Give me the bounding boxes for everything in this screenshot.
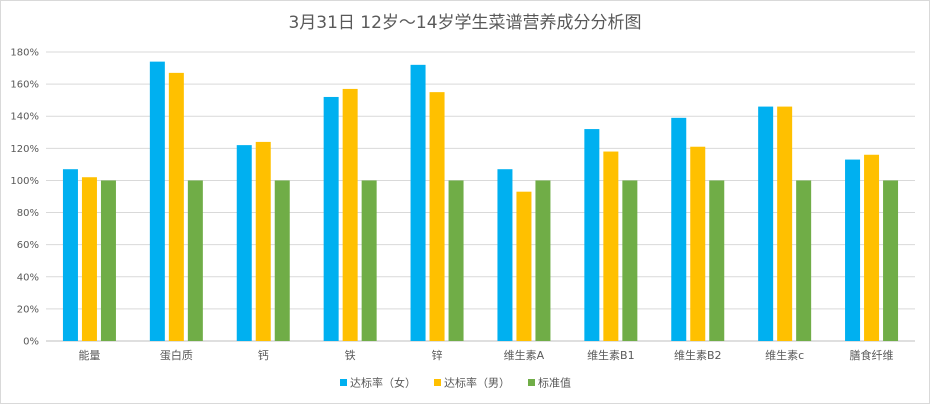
bar-standard xyxy=(796,180,812,341)
bar-female xyxy=(410,64,426,341)
x-tick-label: 维生素B1 xyxy=(587,348,635,362)
y-tick-label: 140% xyxy=(10,112,39,123)
bar-standard xyxy=(100,180,116,341)
bar-male xyxy=(516,191,532,341)
bars xyxy=(62,61,899,342)
bar-male xyxy=(342,88,358,341)
bar-male xyxy=(81,177,97,341)
bar-female xyxy=(62,169,78,341)
y-tick-label: 80% xyxy=(17,208,39,219)
bar-male xyxy=(777,106,793,341)
legend-label: 达标率（女） xyxy=(350,376,416,390)
x-tick-label: 维生素B2 xyxy=(674,348,722,362)
y-tick-label: 120% xyxy=(10,144,39,155)
bar-male xyxy=(603,151,619,341)
bar-standard xyxy=(535,180,551,341)
bar-female xyxy=(845,159,861,341)
x-tick-label: 维生素c xyxy=(765,348,804,362)
x-tick-label: 蛋白质 xyxy=(160,348,193,362)
legend-label: 达标率（男） xyxy=(444,376,510,390)
bar-female xyxy=(236,145,252,341)
bar-standard xyxy=(709,180,725,341)
x-tick-label: 维生素A xyxy=(504,348,545,362)
bar-male xyxy=(690,146,706,341)
bar-female xyxy=(671,117,687,341)
legend-label: 标准值 xyxy=(538,376,571,390)
legend-swatch xyxy=(528,379,535,386)
bar-male xyxy=(168,72,184,341)
x-tick-label: 钙 xyxy=(258,348,269,362)
chart-title: 3月31日 12岁～14岁学生菜谱营养成分分析图 xyxy=(288,13,642,33)
y-tick-label: 180% xyxy=(10,48,39,59)
bar-male xyxy=(864,154,880,341)
bar-standard xyxy=(622,180,638,341)
x-tick-label: 锌 xyxy=(432,348,443,362)
bar-female xyxy=(497,169,513,341)
legend: 达标率（女） 达标率（男） 标准值 xyxy=(340,376,571,390)
y-tick-label: 40% xyxy=(17,272,39,283)
y-axis-ticks: 0% 20% 40% 60% 80% 100% 120% 140% 160% 180% xyxy=(10,48,39,348)
legend-swatch xyxy=(340,379,347,386)
y-tick-label: 60% xyxy=(17,240,39,251)
bar-standard xyxy=(187,180,203,341)
x-tick-label: 膳食纤维 xyxy=(850,348,894,362)
bar-standard xyxy=(361,180,377,341)
bar-standard xyxy=(883,180,899,341)
x-tick-label: 铁 xyxy=(345,349,356,362)
x-axis-ticks: 能量 蛋白质 钙 铁 锌 维生素A 维生素B1 维生素B2 维生素c 膳食纤维 xyxy=(78,348,893,362)
bar-standard xyxy=(448,180,464,341)
bar-male xyxy=(429,92,445,341)
y-tick-label: 100% xyxy=(10,176,39,187)
bar-standard xyxy=(274,180,290,341)
bar-female xyxy=(584,129,600,341)
y-tick-label: 20% xyxy=(17,304,39,315)
y-tick-label: 0% xyxy=(23,337,39,348)
legend-swatch xyxy=(434,379,441,386)
x-tick-label: 能量 xyxy=(78,348,100,362)
bar-female xyxy=(323,96,339,341)
bar-male xyxy=(255,141,271,341)
bar-female xyxy=(149,61,165,342)
y-tick-label: 160% xyxy=(10,80,39,91)
bar-female xyxy=(758,106,774,341)
